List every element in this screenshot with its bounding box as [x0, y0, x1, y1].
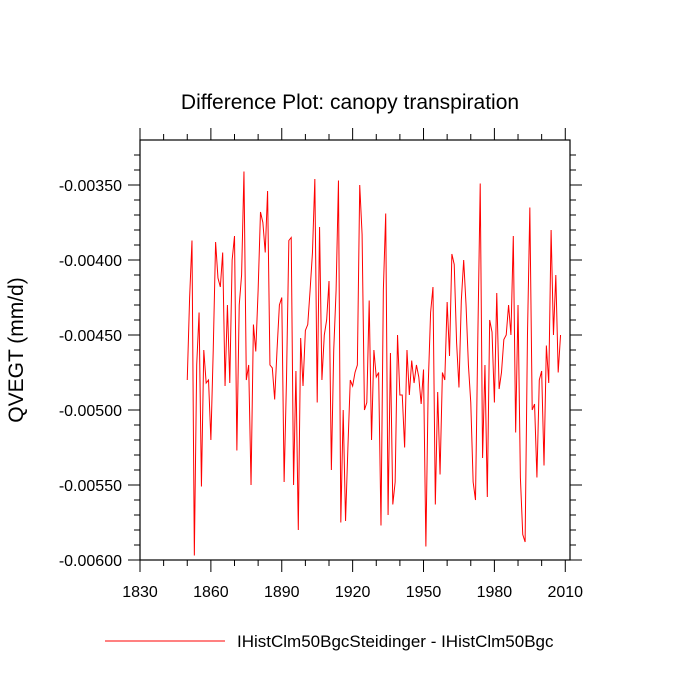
- y-tick-label: -0.00600: [59, 553, 122, 570]
- x-tick-label: 1890: [264, 584, 300, 601]
- x-tick-label: 1860: [193, 584, 229, 601]
- x-tick-label: 1920: [335, 584, 371, 601]
- x-tick-label: 1980: [477, 584, 513, 601]
- y-tick-label: -0.00500: [59, 403, 122, 420]
- axis-tick-labels: 1830 1860 1890 1920 1950 1980 2010 -0.00600 -0.0…: [59, 178, 583, 601]
- series-group: [186, 171, 562, 556]
- y-axis-label: QVEGT (mm/d): [5, 277, 28, 422]
- x-tick-label: 1950: [406, 584, 442, 601]
- x-tick-label: 1830: [122, 584, 158, 601]
- legend: IHistClm50BgcSteidinger - IHistClm50Bgc: [105, 632, 554, 651]
- y-tick-label: -0.00550: [59, 478, 122, 495]
- x-tick-label: 2010: [547, 584, 583, 601]
- y-tick-label: -0.00450: [59, 328, 122, 345]
- y-tick-label: -0.00350: [59, 178, 122, 195]
- chart-title: Difference Plot: canopy transpiration: [181, 91, 519, 114]
- plot-area: [139, 139, 571, 561]
- plot-frame: [139, 139, 571, 561]
- y-tick-label: -0.00400: [59, 253, 122, 270]
- legend-label: IHistClm50BgcSteidinger - IHistClm50Bgc: [237, 632, 554, 651]
- series-line: [186, 171, 562, 556]
- axis-ticks: [128, 128, 582, 572]
